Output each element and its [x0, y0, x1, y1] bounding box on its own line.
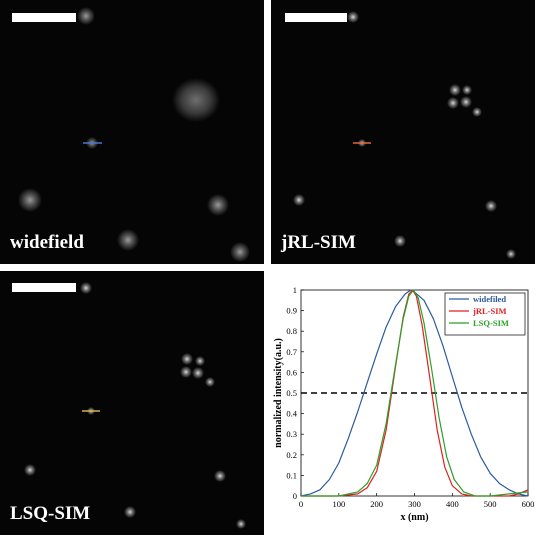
- x-tick-label: 500: [484, 499, 497, 509]
- spot: [485, 200, 497, 212]
- spot: [472, 107, 482, 117]
- y-tick-label: 0.1: [286, 470, 297, 480]
- intensity-profile-plot: 0 100 200 300 400 500 600 0 0.1 0.2 0.3 0.4 0.5 0.6 0…: [268, 268, 536, 536]
- widefield-image: [12, 7, 250, 262]
- spot: [205, 377, 215, 387]
- x-tick-label: 600: [522, 499, 535, 509]
- spot: [192, 367, 204, 379]
- panel-label: widefield: [10, 232, 84, 253]
- widefield-panel: widefield: [0, 0, 264, 264]
- spot: [80, 282, 92, 294]
- spot: [293, 194, 305, 206]
- lsq-sim-image: [12, 282, 246, 529]
- panel-label: jRL-SIM: [281, 232, 356, 253]
- lsq-sim-panel: LSQ-SIM: [0, 271, 264, 535]
- panel-label: LSQ-SIM: [10, 503, 91, 524]
- y-tick-label: 0: [293, 491, 297, 501]
- y-tick-label: 0.8: [286, 326, 297, 336]
- y-tick-label: 0.9: [286, 306, 297, 316]
- spot: [77, 7, 95, 25]
- legend-box: [444, 292, 526, 336]
- spot: [394, 235, 406, 247]
- spot: [230, 242, 250, 262]
- spot-cluster: [172, 78, 220, 122]
- legend-entry: LSQ-SIM: [473, 318, 509, 328]
- y-tick-label: 0.2: [286, 450, 297, 460]
- jrl-sim-panel: jRL-SIM: [271, 0, 535, 264]
- y-tick-label: 0.3: [286, 429, 297, 439]
- jrl-sim-image: [285, 11, 516, 259]
- x-tick-label: 300: [408, 499, 421, 509]
- x-tick-label: 400: [446, 499, 459, 509]
- scale-bar: [12, 283, 76, 292]
- spot: [460, 96, 472, 108]
- spot: [180, 366, 192, 378]
- spot: [347, 11, 359, 23]
- y-tick-label: 0.7: [286, 347, 297, 357]
- spot: [124, 506, 136, 518]
- spot: [214, 470, 226, 482]
- spot: [207, 194, 229, 216]
- spot: [447, 97, 459, 109]
- y-axis-label: normalized intensity(a.u.): [273, 338, 284, 448]
- spot: [24, 464, 36, 476]
- scale-bar: [285, 13, 347, 22]
- legend-entry: widefiled: [473, 294, 506, 304]
- spot: [18, 188, 42, 212]
- x-tick-label: 100: [332, 499, 345, 509]
- series-line-lsq-sim: [301, 289, 529, 497]
- x-tick-label: 0: [299, 499, 303, 509]
- x-tick-label: 200: [370, 499, 383, 509]
- plot-svg: 0 100 200 300 400 500 600 0 0.1 0.2 0.3 0.4 0.5 0.6 0…: [273, 285, 535, 523]
- spot: [236, 519, 246, 529]
- legend-entry: jRL-SIM: [472, 306, 507, 316]
- spot: [506, 249, 516, 259]
- spot: [181, 353, 193, 365]
- y-tick-label: 0.5: [286, 388, 297, 398]
- y-tick-label: 1: [293, 285, 297, 295]
- scale-bar: [12, 13, 76, 22]
- y-tick-label: 0.6: [286, 367, 297, 377]
- spot: [117, 229, 139, 251]
- spot: [462, 85, 472, 95]
- x-axis-label: x (nm): [400, 512, 428, 523]
- legend: widefiled jRL-SIM LSQ-SIM: [444, 292, 526, 336]
- spot: [449, 84, 461, 96]
- y-tick-label: 0.4: [286, 409, 297, 419]
- spot: [195, 356, 205, 366]
